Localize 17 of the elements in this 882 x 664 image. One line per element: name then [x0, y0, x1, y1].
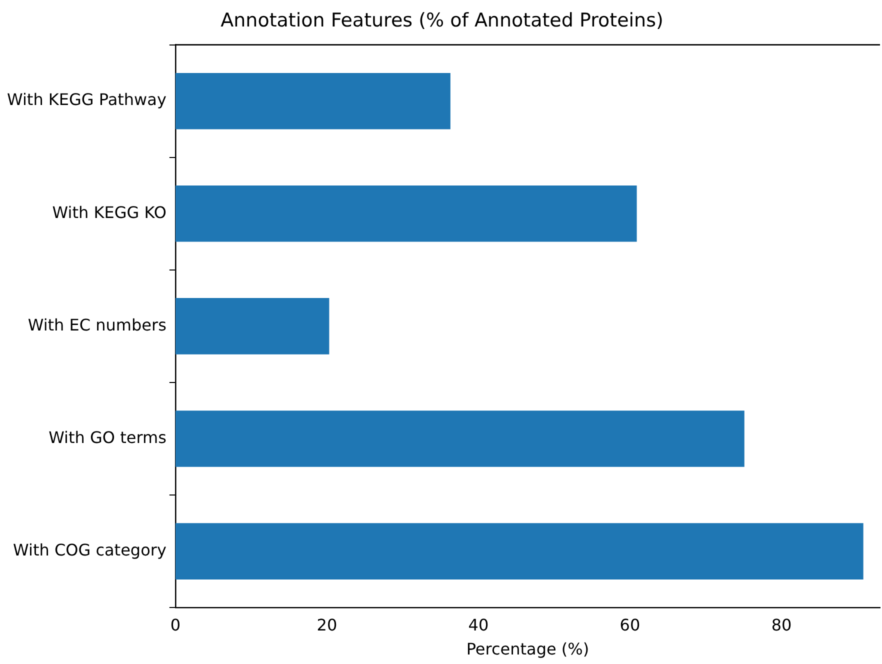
bar	[175, 298, 330, 354]
x-tick-label: 40	[468, 615, 489, 634]
y-tick-label: With EC numbers	[28, 315, 166, 334]
x-tick-label: 20	[316, 615, 338, 634]
x-tick-label: 0	[170, 615, 180, 634]
y-tick-label: With COG category	[13, 540, 166, 560]
chart-title: Annotation Features (% of Annotated Proteins)	[220, 9, 664, 32]
y-tick-label: With GO terms	[48, 428, 166, 447]
x-axis-title: Percentage (%)	[466, 640, 590, 659]
bar	[175, 410, 744, 467]
y-tick-label: With KEGG Pathway	[7, 90, 166, 110]
bar	[175, 523, 864, 580]
x-tick-label: 80	[771, 615, 792, 634]
x-tick-label: 60	[620, 615, 640, 634]
y-tick-label: With KEGG KO	[52, 202, 166, 222]
bar	[175, 72, 450, 130]
bar	[175, 186, 637, 242]
